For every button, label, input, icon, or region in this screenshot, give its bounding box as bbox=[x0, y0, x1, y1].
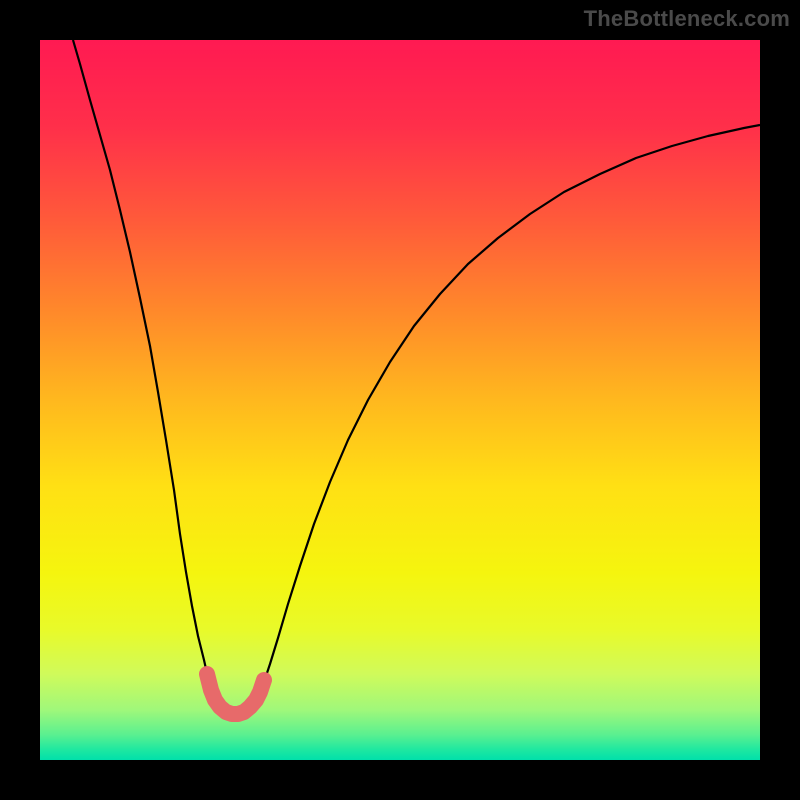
watermark-text: TheBottleneck.com bbox=[584, 6, 790, 32]
bottleneck-curve bbox=[73, 40, 760, 714]
plot-area bbox=[40, 40, 760, 760]
curve-layer bbox=[40, 40, 760, 760]
chart-container: TheBottleneck.com bbox=[0, 0, 800, 800]
optimal-zone-highlight bbox=[207, 674, 264, 714]
